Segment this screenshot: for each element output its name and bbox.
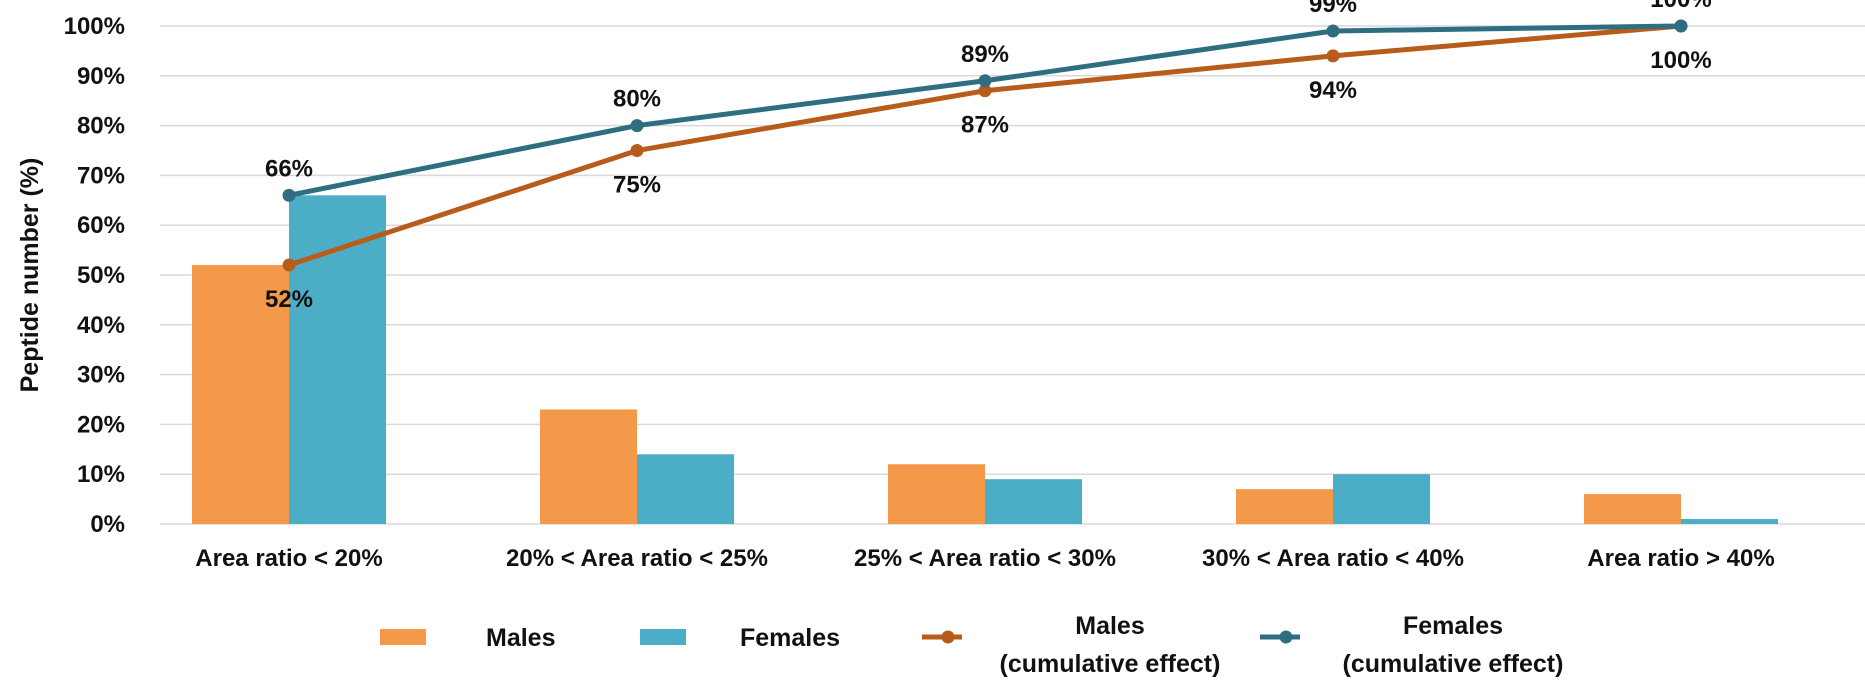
bar-females <box>289 195 386 524</box>
cumulative-lines <box>282 19 1688 272</box>
legend-swatch-females <box>640 629 686 645</box>
bar-males <box>192 265 289 524</box>
data-label-males-cumulative-effect: 87% <box>961 112 1009 139</box>
y-tick-label: 50% <box>77 262 125 289</box>
x-category-label: 20% < Area ratio < 25% <box>506 545 768 572</box>
data-label-females-cumulative-effect: 80% <box>613 86 661 113</box>
data-label-females-cumulative-effect: 100% <box>1650 0 1711 13</box>
y-tick-label: 30% <box>77 362 125 389</box>
bar-females <box>985 479 1082 524</box>
x-axis-categories: Area ratio < 20% 20% < Area ratio < 25% 25… <box>195 545 1774 572</box>
legend-marker-females-cumulative-effect <box>1279 630 1293 644</box>
y-axis-title: Peptide number (%) <box>16 158 44 393</box>
bar-males <box>1236 489 1333 524</box>
legend-label-females-cumulative-effect: Females <box>1403 612 1503 640</box>
bar-males <box>888 464 985 524</box>
legend-marker-males-cumulative-effect <box>941 630 955 644</box>
y-tick-label: 0% <box>90 511 125 538</box>
bar-females <box>1333 474 1430 524</box>
marker-females-cumulative-effect <box>978 74 992 88</box>
marker-females-cumulative-effect <box>630 119 644 133</box>
marker-males-cumulative-effect <box>282 258 296 272</box>
y-tick-label: 10% <box>77 461 125 488</box>
x-category-label: Area ratio > 40% <box>1587 545 1774 572</box>
y-tick-label: 70% <box>77 162 125 189</box>
data-label-males-cumulative-effect: 94% <box>1309 77 1357 104</box>
bar-males <box>540 409 637 524</box>
x-category-label: 30% < Area ratio < 40% <box>1202 545 1464 572</box>
legend-label-males-cumulative-effect: Males <box>1075 612 1144 640</box>
data-label-males-cumulative-effect: 75% <box>613 172 661 199</box>
legend-label-males: Males <box>486 624 555 652</box>
marker-females-cumulative-effect <box>1674 19 1688 33</box>
y-axis-ticks: 0% 10% 20% 30% 40% 50% 60% 70% 80% 90% 100% <box>64 13 125 538</box>
legend-label-females: Females <box>740 624 840 652</box>
data-label-females-cumulative-effect: 89% <box>961 41 1009 68</box>
data-labels: 52% 75% 87% 94% 100% 66% 80% 89% 99% 100% <box>265 0 1712 313</box>
marker-males-cumulative-effect <box>1326 49 1340 63</box>
data-label-males-cumulative-effect: 100% <box>1650 47 1711 74</box>
y-tick-label: 90% <box>77 63 125 90</box>
legend-swatch-males <box>380 629 426 645</box>
data-label-females-cumulative-effect: 99% <box>1309 0 1357 18</box>
bar-females <box>637 454 734 524</box>
marker-males-cumulative-effect <box>630 144 644 157</box>
gridlines <box>160 25 1865 525</box>
bar-males <box>1584 494 1681 524</box>
y-tick-label: 100% <box>64 13 125 40</box>
legend-label-females-cumulative-effect: (cumulative effect) <box>1343 650 1564 678</box>
y-tick-label: 80% <box>77 113 125 140</box>
data-label-males-cumulative-effect: 52% <box>265 286 313 313</box>
x-category-label: Area ratio < 20% <box>195 545 382 572</box>
x-category-label: 25% < Area ratio < 30% <box>854 545 1116 572</box>
legend-label-males-cumulative-effect: (cumulative effect) <box>1000 650 1221 678</box>
y-tick-label: 60% <box>77 212 125 239</box>
bars <box>192 195 1778 524</box>
legend: Males Females Males (cumulative effect) Fema… <box>380 612 1563 678</box>
y-tick-label: 40% <box>77 312 125 339</box>
data-label-females-cumulative-effect: 66% <box>265 155 313 182</box>
marker-males-cumulative-effect <box>978 84 992 98</box>
marker-females-cumulative-effect <box>282 188 296 202</box>
marker-females-cumulative-effect <box>1326 24 1340 38</box>
bar-females <box>1681 519 1778 524</box>
y-tick-label: 20% <box>77 411 125 438</box>
